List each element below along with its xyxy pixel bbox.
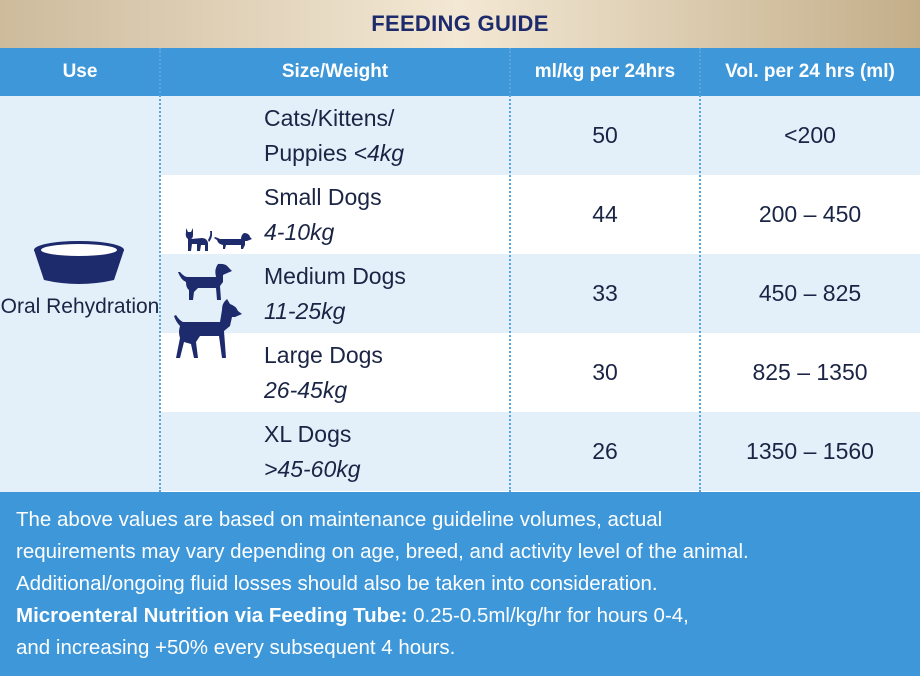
large-dog-icon (174, 299, 242, 358)
column-divider (509, 48, 511, 492)
table-row (160, 333, 920, 412)
title-bar: FEEDING GUIDE (0, 0, 920, 48)
feeding-tube-rate: 0.25-0.5ml/kg/hr for hours 0-4, (407, 604, 689, 627)
size-name-cont: Puppies (264, 139, 354, 166)
size-cell: Cats/Kittens/ Puppies <4kg (264, 96, 510, 175)
ml-per-kg-value: 26 (592, 438, 618, 464)
size-weight: 11-25kg (264, 297, 346, 324)
size-name: XL Dogs (264, 420, 352, 447)
size-name: Cats/Kittens/ (264, 104, 395, 131)
volume-value: 1350 – 1560 (746, 438, 874, 464)
footer-line: Additional/ongoing fluid losses should a… (16, 572, 658, 595)
page-title: FEEDING GUIDE (371, 11, 549, 36)
use-label: Oral Rehydration (0, 295, 160, 318)
footer-line: Microenteral Nutrition via Feeding Tube:… (16, 600, 904, 632)
size-name: Large Dogs (264, 341, 383, 368)
footer-line: The above values are based on maintenanc… (16, 508, 663, 531)
size-line: Puppies <4kg (264, 136, 510, 171)
table-row (160, 175, 920, 254)
table-row (160, 254, 920, 333)
volume-value: 200 – 450 (758, 201, 862, 227)
size-cell: Small Dogs 4-10kg (264, 175, 510, 254)
footer-notes: The above values are based on maintenanc… (0, 492, 920, 676)
size-cell: Medium Dogs 11-25kg (264, 254, 510, 333)
size-weight: 26-45kg (264, 376, 348, 403)
size-weight: <4kg (353, 139, 405, 166)
small-dog-icon (214, 233, 252, 249)
volume-value: 825 – 1350 (752, 359, 868, 385)
header-size-weight: Size/Weight (281, 61, 389, 82)
cat-icon (185, 228, 212, 251)
table-row (160, 412, 920, 491)
size-weight: 4-10kg (264, 218, 335, 245)
size-cell: Large Dogs 26-45kg (264, 333, 510, 412)
footer-line: and increasing +50% every subsequent 4 h… (16, 636, 456, 659)
ml-per-kg-value: 50 (592, 122, 618, 148)
ml-per-kg-value: 30 (592, 359, 618, 385)
column-divider (159, 48, 161, 492)
table-row (160, 96, 920, 175)
footer-line: requirements may vary depending on age, … (16, 540, 749, 563)
size-weight: >45-60kg (264, 455, 361, 482)
bowl-icon (34, 241, 124, 284)
feeding-tube-label: Microenteral Nutrition via Feeding Tube: (16, 604, 408, 627)
column-divider (699, 48, 701, 492)
header-volume: Vol. per 24 hrs (ml) (725, 61, 895, 82)
header-use: Use (62, 61, 98, 82)
size-cell: XL Dogs >45-60kg (264, 412, 510, 491)
size-name: Small Dogs (264, 183, 382, 210)
ml-per-kg-value: 33 (592, 280, 618, 306)
use-column (0, 96, 160, 492)
medium-dog-icon (178, 263, 232, 300)
header-ml-per-kg: ml/kg per 24hrs (534, 61, 676, 82)
size-name: Medium Dogs (264, 262, 406, 289)
volume-value: <200 (784, 122, 836, 148)
ml-per-kg-value: 44 (592, 201, 618, 227)
volume-value: 450 – 825 (758, 280, 862, 306)
table-header: Use Size/Weight ml/kg per 24hrs Vol. per… (0, 48, 920, 96)
